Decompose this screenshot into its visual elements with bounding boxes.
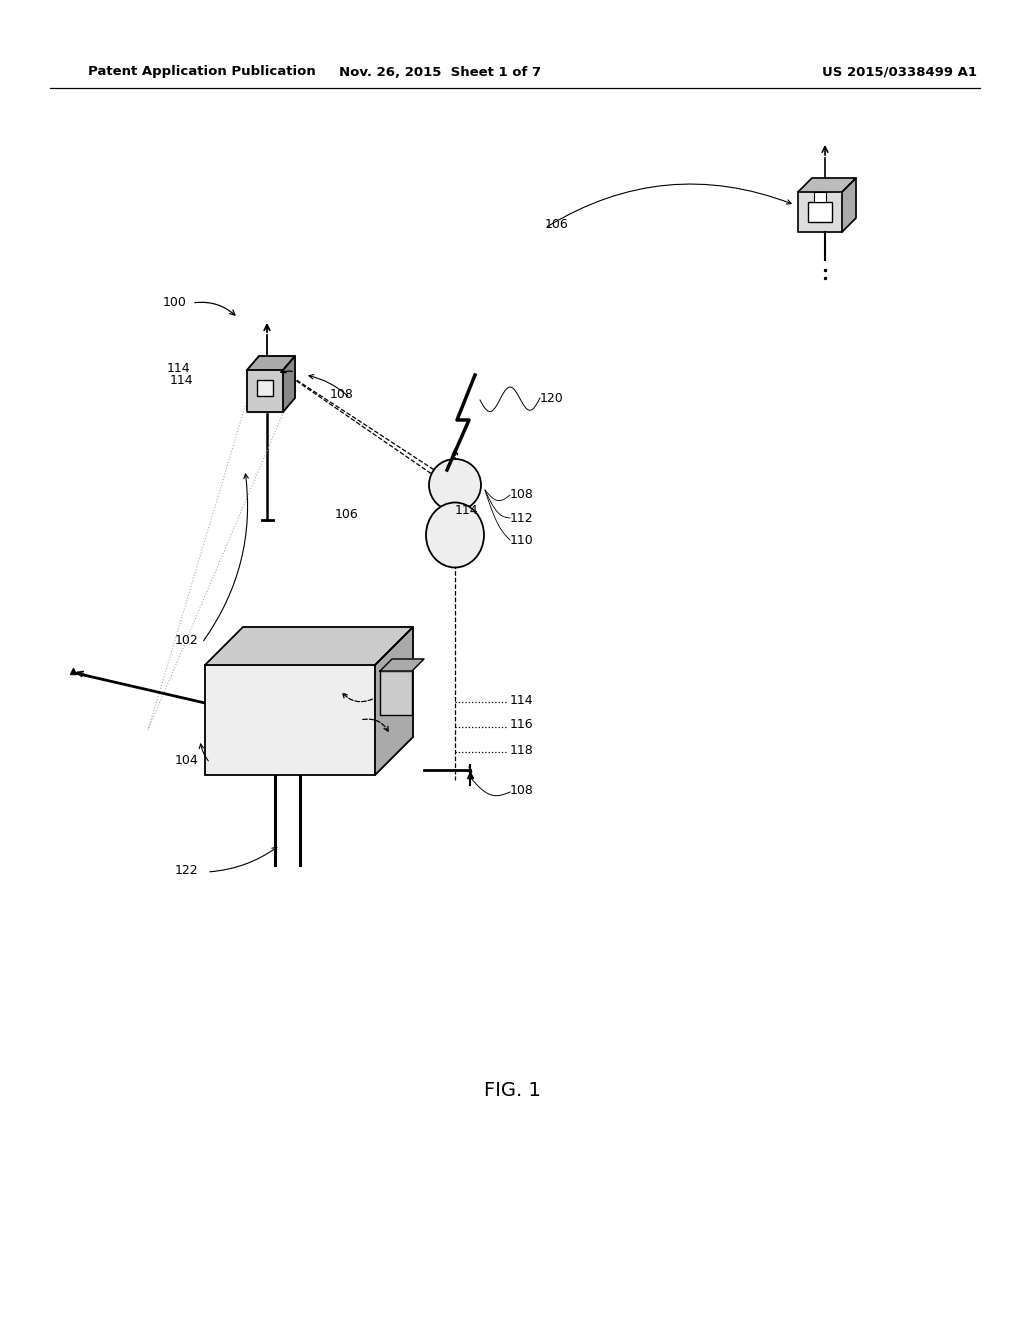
- Polygon shape: [375, 627, 413, 775]
- Text: Nov. 26, 2015  Sheet 1 of 7: Nov. 26, 2015 Sheet 1 of 7: [339, 66, 541, 78]
- Text: US 2015/0338499 A1: US 2015/0338499 A1: [822, 66, 978, 78]
- Text: 112: 112: [510, 511, 534, 524]
- Polygon shape: [283, 356, 295, 412]
- Bar: [380, 671, 412, 715]
- Text: 110: 110: [510, 533, 534, 546]
- Bar: [257, 380, 273, 396]
- Text: 118: 118: [510, 743, 534, 756]
- Text: 104: 104: [175, 754, 199, 767]
- Text: 122: 122: [175, 863, 199, 876]
- Text: 108: 108: [510, 784, 534, 796]
- Polygon shape: [798, 178, 856, 191]
- Text: 114: 114: [455, 503, 478, 516]
- Polygon shape: [798, 191, 842, 232]
- Polygon shape: [247, 370, 283, 412]
- Text: 102: 102: [175, 634, 199, 647]
- Polygon shape: [205, 627, 413, 665]
- Bar: [205, 665, 375, 775]
- Text: 106: 106: [335, 508, 358, 521]
- Text: 114: 114: [510, 693, 534, 706]
- Text: 100: 100: [163, 297, 186, 309]
- Polygon shape: [247, 356, 295, 370]
- Polygon shape: [380, 659, 424, 671]
- Ellipse shape: [426, 503, 484, 568]
- Text: 114: 114: [170, 374, 194, 387]
- Text: 120: 120: [540, 392, 564, 404]
- Text: 108: 108: [330, 388, 354, 401]
- Text: 116: 116: [510, 718, 534, 731]
- Polygon shape: [842, 178, 856, 232]
- Text: 114: 114: [167, 362, 190, 375]
- Bar: [814, 191, 826, 202]
- Circle shape: [429, 459, 481, 511]
- Text: 108: 108: [510, 488, 534, 502]
- Bar: [808, 202, 831, 222]
- Text: Patent Application Publication: Patent Application Publication: [88, 66, 315, 78]
- Text: FIG. 1: FIG. 1: [483, 1081, 541, 1100]
- Text: 106: 106: [545, 219, 568, 231]
